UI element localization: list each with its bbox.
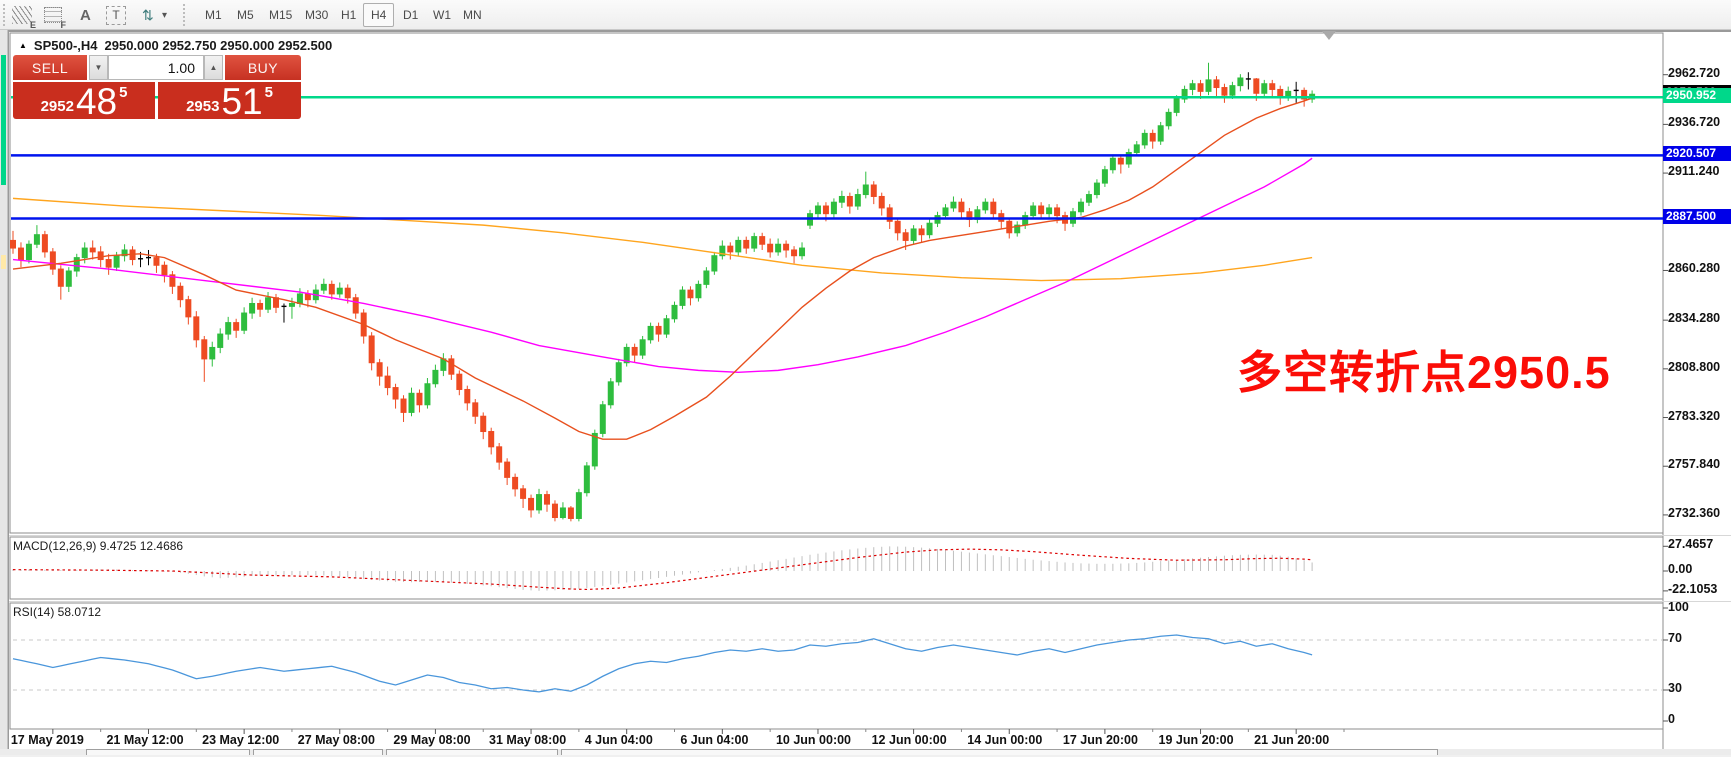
time-axis-label: 12 Jun 00:00 <box>871 733 947 747</box>
time-axis-label: 14 Jun 00:00 <box>967 733 1043 747</box>
chevron-down-icon[interactable]: ▾ <box>162 9 168 21</box>
chart-header: ▲ SP500-,H4 2950.000 2952.750 2950.000 2… <box>19 38 332 53</box>
grid-fibo-icon[interactable]: F <box>44 3 66 30</box>
price-axis-label: 2783.320 <box>1668 408 1721 423</box>
time-axis-label: 4 Jun 04:00 <box>584 733 653 747</box>
price-axis-label: 2860.280 <box>1668 261 1721 276</box>
rsi-axis-label: 100 <box>1668 600 1689 614</box>
time-axis-label: 17 May 2019 <box>10 733 84 747</box>
time-axis-label: 23 May 12:00 <box>202 733 280 747</box>
symbol-title: SP500-,H4 <box>33 38 98 53</box>
green-line-badge: 2950.952 <box>1663 87 1731 103</box>
sell-price-sup: 5 <box>119 84 128 101</box>
timeframe-button-h4[interactable]: H4 <box>363 3 395 27</box>
left-edge-gutter <box>0 30 8 755</box>
icon-subscript: F <box>60 20 67 30</box>
blue-line-badge-lower: 2887.500 <box>1663 208 1731 224</box>
time-axis-label: 29 May 08:00 <box>393 733 471 747</box>
time-axis-label: 31 May 08:00 <box>489 733 567 747</box>
toolbar-separator <box>183 4 186 26</box>
top-toolbar: E F A T ⇅ ▾ M1 M5 M15 M30 H1 H4 D1 W1 MN <box>0 0 1731 30</box>
chart-tab[interactable] <box>86 749 250 755</box>
macd-indicator-label: MACD(12,26,9) 9.4725 12.4686 <box>13 539 184 553</box>
bottom-tabs-strip <box>0 749 1731 755</box>
one-click-trading-panel: SELL ▼ ▲ BUY 2952 48 5 2953 51 5 <box>13 55 301 122</box>
icon-subscript: E <box>29 20 36 30</box>
timeframe-button-m5[interactable]: M5 <box>237 8 254 22</box>
text-label-icon[interactable]: A <box>80 6 91 24</box>
time-axis-label: 19 Jun 20:00 <box>1158 733 1234 747</box>
arrange-arrows-icon[interactable]: ⇅ <box>142 6 154 23</box>
macd-axis-label: 0.00 <box>1668 562 1693 576</box>
chart-window: ▲ SP500-,H4 2950.000 2952.750 2950.000 2… <box>8 30 1731 755</box>
time-axis-label: 27 May 08:00 <box>297 733 375 747</box>
chart-shift-marker-icon[interactable] <box>1322 31 1336 40</box>
rsi-axis-label: 0 <box>1668 712 1675 726</box>
time-axis-label: 21 Jun 20:00 <box>1254 733 1330 747</box>
rsi-axis-label: 70 <box>1668 631 1682 645</box>
price-axis-label: 2732.360 <box>1668 505 1721 520</box>
timeframe-button-m30[interactable]: M30 <box>305 8 329 22</box>
grid-glyph <box>44 7 62 23</box>
gutter-green-sliver <box>1 55 6 185</box>
time-axis-label: 10 Jun 00:00 <box>775 733 852 747</box>
time-axis-label: 17 Jun 20:00 <box>1062 733 1138 747</box>
price-axis-label: 2911.240 <box>1668 164 1720 179</box>
timeframe-button-mn[interactable]: MN <box>463 8 482 22</box>
buy-button[interactable]: BUY <box>225 55 301 80</box>
volume-decrease-button[interactable]: ▼ <box>89 55 108 80</box>
collapse-marker-icon[interactable]: ▲ <box>19 41 27 50</box>
sell-price-prefix: 2952 <box>40 98 74 115</box>
price-axis-label: 2936.720 <box>1668 115 1721 130</box>
expert-hatch-icon[interactable]: E <box>12 3 36 30</box>
volume-input[interactable] <box>108 55 204 80</box>
chart-tab[interactable] <box>253 749 383 755</box>
sell-button[interactable]: SELL <box>13 55 87 80</box>
timeframe-button-d1[interactable]: D1 <box>403 8 419 22</box>
sell-price-big: 48 <box>75 80 118 122</box>
sell-price-quote[interactable]: 2952 48 5 <box>13 80 155 122</box>
chart-tab[interactable] <box>561 749 1438 755</box>
price-axis-label: 2962.720 <box>1668 65 1721 80</box>
timeframe-button-m15[interactable]: M15 <box>269 8 293 22</box>
toolbar-drag-handle[interactable] <box>3 4 6 26</box>
buy-price-quote[interactable]: 2953 51 5 <box>158 80 301 122</box>
buy-price-sup: 5 <box>264 84 273 101</box>
volume-increase-button[interactable]: ▲ <box>204 55 223 80</box>
hatch-glyph <box>12 6 32 24</box>
macd-axis-label: -22.1053 <box>1668 581 1718 596</box>
chart-tab[interactable] <box>386 749 558 755</box>
price-axis-label: 2808.800 <box>1668 359 1721 374</box>
price-axis-label: 2834.280 <box>1668 311 1721 326</box>
time-axis-label: 6 Jun 04:00 <box>680 733 749 747</box>
boxed-t-glyph: T <box>106 5 126 25</box>
chinese-annotation-text: 多空转折点2950.5 <box>1237 347 1611 398</box>
buy-price-big: 51 <box>221 80 263 122</box>
buy-price-prefix: 2953 <box>186 98 220 115</box>
blue-line-badge-upper: 2920.507 <box>1663 145 1731 161</box>
ohlc-values: 2950.000 2952.750 2950.000 2952.500 <box>104 38 333 53</box>
macd-axis-label: 27.4657 <box>1668 537 1714 552</box>
time-axis-label: 21 May 12:00 <box>106 733 184 747</box>
price-axis-label: 2757.840 <box>1668 457 1721 472</box>
gutter-yellow-sliver <box>1 255 6 269</box>
rsi-indicator-label: RSI(14) 58.0712 <box>13 605 102 619</box>
rsi-axis-label: 30 <box>1668 681 1682 695</box>
timeframe-button-w1[interactable]: W1 <box>433 8 451 22</box>
timeframe-button-m1[interactable]: M1 <box>205 8 222 22</box>
timeframe-button-h1[interactable]: H1 <box>341 8 357 22</box>
text-box-icon[interactable]: T <box>106 3 126 27</box>
